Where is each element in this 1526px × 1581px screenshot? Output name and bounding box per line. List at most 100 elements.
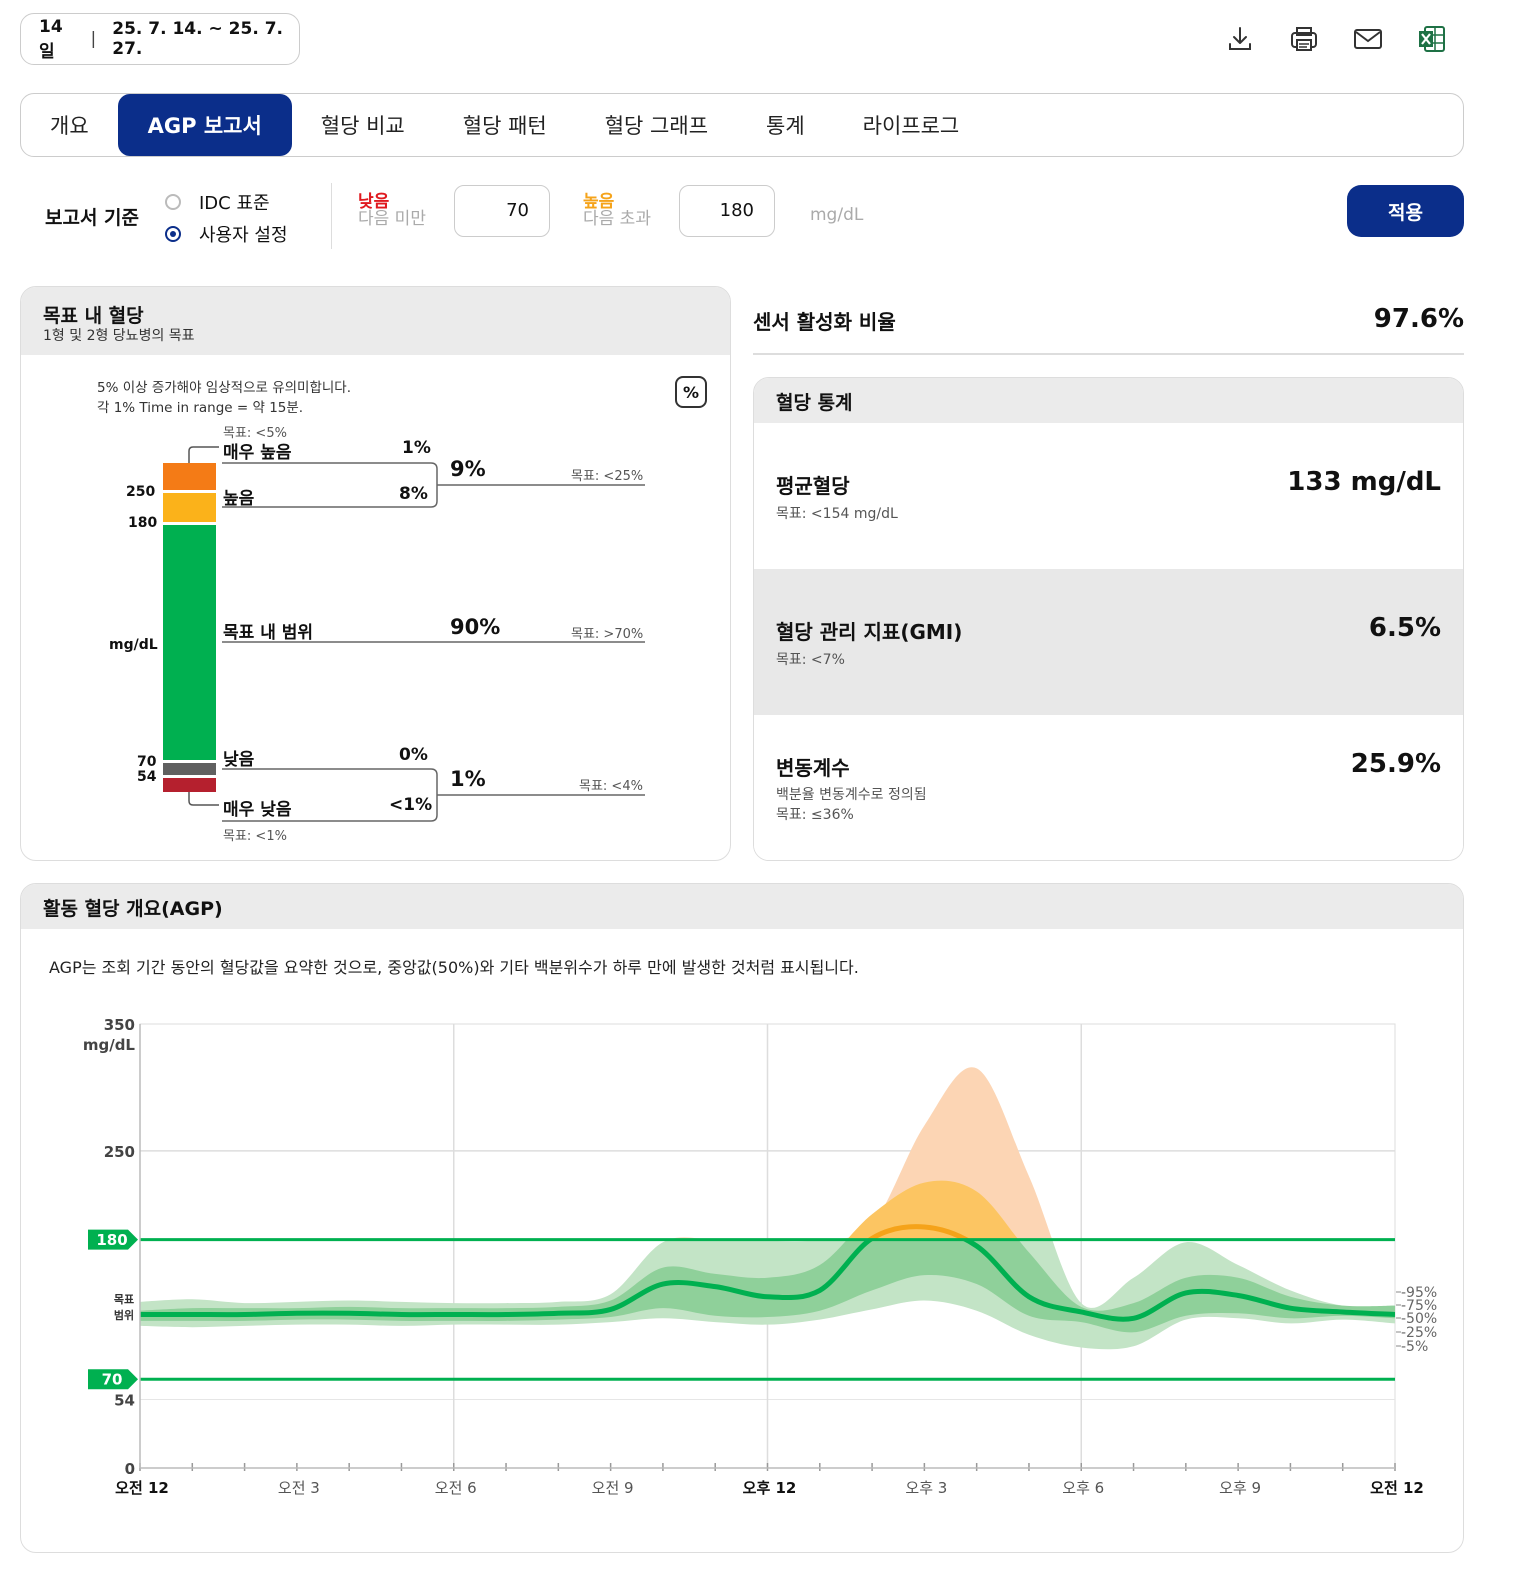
agp-description: AGP는 조회 기간 동안의 혈당값을 요약한 것으로, 중앙값(50%)와 기… bbox=[49, 958, 859, 977]
criteria-label: 보고서 기준 bbox=[45, 207, 140, 229]
target-range-label: 범위 bbox=[114, 1308, 134, 1322]
print-icon[interactable] bbox=[1287, 22, 1321, 56]
divider bbox=[753, 353, 1464, 355]
percentile-label: -75% bbox=[1401, 1298, 1437, 1314]
tab-glucose-pattern[interactable]: 혈당 패턴 bbox=[462, 114, 547, 138]
y-axis-unit: mg/dL bbox=[83, 1036, 136, 1054]
tab-agp-report[interactable]: AGP 보고서 bbox=[117, 94, 292, 156]
card-header: 활동 혈당 개요(AGP) bbox=[21, 884, 1463, 929]
sensor-label: 센서 활성화 비율 bbox=[753, 310, 896, 334]
x-tick-label: 오전 12 bbox=[1370, 1479, 1424, 1497]
glucose-stats-card: 혈당 통계 평균혈당 목표: <154 mg/dL 133 mg/dL 혈당 관… bbox=[753, 377, 1464, 861]
y-tick-label: 350 bbox=[104, 1016, 135, 1034]
tab-statistics[interactable]: 통계 bbox=[766, 114, 805, 138]
stat-sub: 목표: <154 mg/dL bbox=[776, 506, 898, 522]
stat-row: 혈당 관리 지표(GMI) 목표: <7% 6.5% bbox=[754, 569, 1463, 715]
stat-value: 133 mg/dL bbox=[1287, 467, 1441, 497]
radio-label: 사용자 설정 bbox=[199, 225, 288, 246]
period-selector[interactable]: 14일 | 25. 7. 14. ~ 25. 7. 27. bbox=[20, 13, 300, 65]
mail-icon[interactable] bbox=[1351, 22, 1385, 56]
tab-glucose-graph[interactable]: 혈당 그래프 bbox=[604, 114, 709, 138]
target-badge-label: 180 bbox=[96, 1231, 127, 1249]
stat-sub: 백분율 변동계수로 정의됨 bbox=[776, 787, 927, 803]
high-total-value: 9% bbox=[450, 457, 486, 481]
very-high-goal: 목표: <5% bbox=[223, 426, 287, 441]
radio-label: IDC 표준 bbox=[199, 193, 270, 214]
stat-value: 25.9% bbox=[1350, 749, 1441, 779]
in-range-bar bbox=[163, 525, 216, 760]
card-title: 목표 내 혈당 bbox=[43, 305, 144, 327]
sensor-value: 97.6% bbox=[1373, 304, 1464, 334]
x-tick-label: 오후 9 bbox=[1219, 1479, 1261, 1497]
x-tick-label: 오후 6 bbox=[1062, 1479, 1104, 1497]
x-tick-label: 오후 3 bbox=[905, 1479, 947, 1497]
high-threshold-label: 높음 다음 초과 bbox=[583, 194, 651, 228]
axis-label-54: 54 bbox=[137, 769, 157, 785]
axis-label-70: 70 bbox=[137, 754, 157, 770]
radio-user-setting[interactable]: 사용자 설정 bbox=[165, 221, 288, 247]
low-label: 낮음 bbox=[358, 192, 390, 212]
x-tick-label: 오후 12 bbox=[743, 1479, 797, 1497]
radio-button-selected[interactable] bbox=[165, 226, 181, 242]
high-value: 8% bbox=[399, 484, 428, 504]
y-tick-label: 54 bbox=[114, 1391, 135, 1409]
period-separator: | bbox=[90, 29, 97, 49]
apply-button[interactable]: 적용 bbox=[1347, 185, 1464, 237]
card-subtitle: 1형 및 2형 당뇨병의 목표 bbox=[43, 328, 195, 344]
report-tabs: 개요 AGP 보고서 혈당 비교 혈당 패턴 혈당 그래프 통계 라이프로그 bbox=[20, 93, 1464, 157]
stat-row: 평균혈당 목표: <154 mg/dL 133 mg/dL bbox=[754, 423, 1463, 569]
very-high-value: 1% bbox=[402, 438, 431, 458]
tab-overview[interactable]: 개요 bbox=[50, 114, 89, 138]
y-tick-label: 250 bbox=[104, 1143, 135, 1161]
divider bbox=[331, 183, 332, 249]
very-low-label: 매우 낮음 bbox=[223, 800, 292, 820]
x-tick-label: 오전 12 bbox=[115, 1479, 169, 1497]
tab-glucose-compare[interactable]: 혈당 비교 bbox=[320, 114, 405, 138]
very-low-value: <1% bbox=[389, 795, 433, 815]
period-range: 25. 7. 14. ~ 25. 7. 27. bbox=[112, 19, 283, 59]
stat-value: 6.5% bbox=[1368, 613, 1441, 643]
percentile-label: -50% bbox=[1401, 1311, 1437, 1327]
low-value: 0% bbox=[399, 745, 428, 765]
percentile-label: -5% bbox=[1401, 1339, 1428, 1355]
percent-icon[interactable]: % bbox=[675, 376, 707, 408]
stat-title: 변동계수 bbox=[776, 756, 850, 780]
low-sub-label: 다음 미만 bbox=[358, 209, 426, 229]
axis-label-250: 250 bbox=[126, 484, 156, 500]
low-label: 낮음 bbox=[223, 750, 255, 770]
low-threshold-input[interactable]: 70 bbox=[454, 185, 550, 237]
target-range-label: 목표 bbox=[114, 1293, 134, 1306]
card-header: 목표 내 혈당 1형 및 2형 당뇨병의 목표 bbox=[21, 287, 730, 355]
axis-label-180: 180 bbox=[128, 515, 158, 531]
median-line bbox=[140, 1239, 1395, 1322]
radio-idc-standard[interactable]: IDC 표준 bbox=[165, 189, 270, 215]
low-total-value: 1% bbox=[450, 767, 486, 791]
x-tick-label: 오전 3 bbox=[278, 1479, 320, 1497]
target-badge bbox=[88, 1229, 138, 1250]
high-label: 높음 bbox=[583, 192, 615, 212]
very-high-bar bbox=[163, 463, 216, 490]
stat-title: 혈당 관리 지표(GMI) bbox=[776, 620, 963, 644]
very-low-bar bbox=[163, 778, 216, 792]
percentile-label: -25% bbox=[1401, 1325, 1437, 1341]
unit-label: mg/dL bbox=[810, 205, 864, 225]
tab-lifelog[interactable]: 라이프로그 bbox=[862, 114, 960, 138]
x-tick-label: 오전 6 bbox=[435, 1479, 477, 1497]
high-threshold-input[interactable]: 180 bbox=[679, 185, 775, 237]
in-range-value: 90% bbox=[450, 615, 501, 639]
very-low-goal: 목표: <1% bbox=[223, 829, 287, 844]
in-range-label: 목표 내 범위 bbox=[223, 623, 314, 643]
card-title: 혈당 통계 bbox=[776, 392, 853, 414]
download-icon[interactable] bbox=[1223, 22, 1257, 56]
card-header: 혈당 통계 bbox=[754, 378, 1463, 423]
low-threshold-label: 낮음 다음 미만 bbox=[358, 194, 426, 228]
radio-button[interactable] bbox=[165, 194, 181, 210]
high-label: 높음 bbox=[223, 489, 255, 509]
tir-connectors bbox=[188, 446, 645, 822]
stat-sub: 목표: <7% bbox=[776, 652, 845, 668]
high-sub-label: 다음 초과 bbox=[583, 209, 651, 229]
excel-icon[interactable] bbox=[1415, 22, 1449, 56]
x-tick-label: 오전 9 bbox=[592, 1479, 634, 1497]
target-badge-label: 70 bbox=[102, 1371, 123, 1389]
